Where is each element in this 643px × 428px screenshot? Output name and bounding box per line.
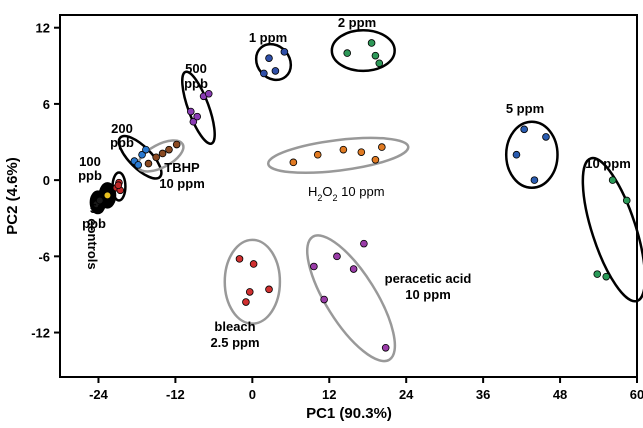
plot-frame	[59, 14, 638, 378]
data-point	[367, 39, 376, 47]
data-point	[280, 48, 289, 56]
data-point	[260, 69, 268, 78]
label-1ppm: 1 ppm	[249, 30, 287, 45]
label-200ppb-value: 200	[111, 121, 133, 136]
x-tick-label: -12	[166, 387, 185, 402]
y-ticks: 12 6 0 -6 -12	[31, 21, 60, 341]
label-2ppm: 2 ppm	[338, 15, 376, 30]
data-point	[265, 285, 273, 294]
data-point	[608, 176, 617, 184]
y-tick-label: 0	[43, 173, 50, 188]
data-point	[138, 150, 146, 159]
group-ellipse-peracetic-acid-10-ppm	[305, 234, 397, 363]
data-point	[142, 145, 150, 154]
label-bleach-conc: 2.5 ppm	[210, 335, 259, 350]
data-point	[512, 150, 521, 159]
group-ellipse-2-ppm	[330, 28, 396, 73]
ellipses-layer	[89, 28, 643, 363]
data-point	[289, 158, 298, 167]
label-controls: controls	[85, 218, 100, 269]
x-axis-title: PC1 (90.3%)	[306, 405, 392, 422]
group-ellipse-bleach-2-5-ppm	[223, 238, 282, 325]
data-point	[144, 159, 153, 168]
label-tbhp-conc: 10 ppm	[159, 176, 205, 191]
data-point	[172, 140, 181, 149]
label-h2o2: H2O2 10 ppm	[308, 184, 385, 203]
points-layer	[92, 39, 631, 352]
label-500ppb-unit: ppb	[184, 76, 208, 91]
data-point	[602, 272, 611, 281]
data-point	[186, 107, 195, 116]
data-point	[357, 148, 366, 156]
y-tick-label: 6	[43, 97, 50, 112]
x-tick-label: 48	[553, 387, 567, 402]
data-point	[320, 295, 328, 304]
data-point	[542, 133, 550, 141]
group-ellipse-h2o2-10-ppm	[266, 136, 410, 175]
label-5ppm: 5 ppm	[506, 101, 544, 116]
data-point	[333, 252, 341, 261]
group-ellipse-5-ppm	[504, 120, 559, 189]
data-point	[520, 125, 528, 134]
data-point	[189, 117, 198, 126]
label-tbhp-name: TBHP	[164, 160, 200, 175]
data-point	[343, 49, 352, 57]
x-tick-label: 24	[399, 387, 414, 402]
y-axis-title: PC2 (4.6%)	[4, 157, 21, 235]
label-50ppb-unit: ppb	[82, 216, 106, 231]
data-point	[103, 191, 112, 200]
label-200ppb-unit: ppb	[110, 135, 134, 150]
x-tick-label: 60	[630, 387, 643, 402]
y-tick-label: -6	[38, 249, 50, 264]
data-point	[339, 145, 348, 154]
x-tick-label: 12	[322, 387, 336, 402]
data-point	[375, 59, 384, 68]
x-ticks: -24 -12 0 12 24 36 48 60	[89, 377, 643, 402]
label-100ppb-unit: ppb	[78, 168, 102, 183]
label-100ppb-value: 100	[79, 154, 101, 169]
data-point	[622, 196, 631, 205]
label-10ppm: 10 ppm	[585, 156, 631, 171]
label-peracetic-conc: 10 ppm	[405, 287, 451, 302]
x-tick-label: 0	[249, 387, 256, 402]
data-point	[360, 239, 368, 248]
data-point	[378, 143, 386, 151]
data-point	[371, 156, 380, 164]
data-point	[313, 150, 322, 159]
data-point	[245, 288, 254, 296]
data-point	[530, 176, 539, 184]
group-ellipse-10-ppm	[581, 156, 643, 303]
data-point	[349, 265, 358, 273]
data-point	[265, 54, 273, 62]
data-point	[381, 343, 390, 352]
x-tick-label: -24	[89, 387, 109, 402]
data-point	[235, 255, 244, 263]
label-50ppb-value: 50	[90, 201, 104, 216]
y-tick-label: -12	[31, 326, 50, 341]
data-point	[114, 181, 123, 190]
data-point	[193, 112, 201, 121]
label-bleach-name: bleach	[214, 319, 255, 334]
data-point	[204, 89, 213, 98]
data-point	[249, 260, 258, 268]
data-point	[310, 262, 318, 271]
y-tick-label: 12	[36, 21, 50, 36]
data-point	[371, 51, 380, 60]
data-point	[158, 149, 167, 158]
group-ellipse-100-ppb	[111, 171, 127, 202]
label-peracetic-name: peracetic acid	[385, 271, 472, 286]
data-point	[95, 196, 104, 205]
x-tick-label: 36	[476, 387, 490, 402]
data-point	[271, 67, 280, 75]
data-point	[242, 298, 250, 306]
data-point	[593, 270, 602, 278]
data-point	[134, 161, 143, 169]
data-point	[165, 145, 173, 154]
label-500ppb-value: 500	[185, 61, 207, 76]
data-point	[152, 153, 160, 162]
